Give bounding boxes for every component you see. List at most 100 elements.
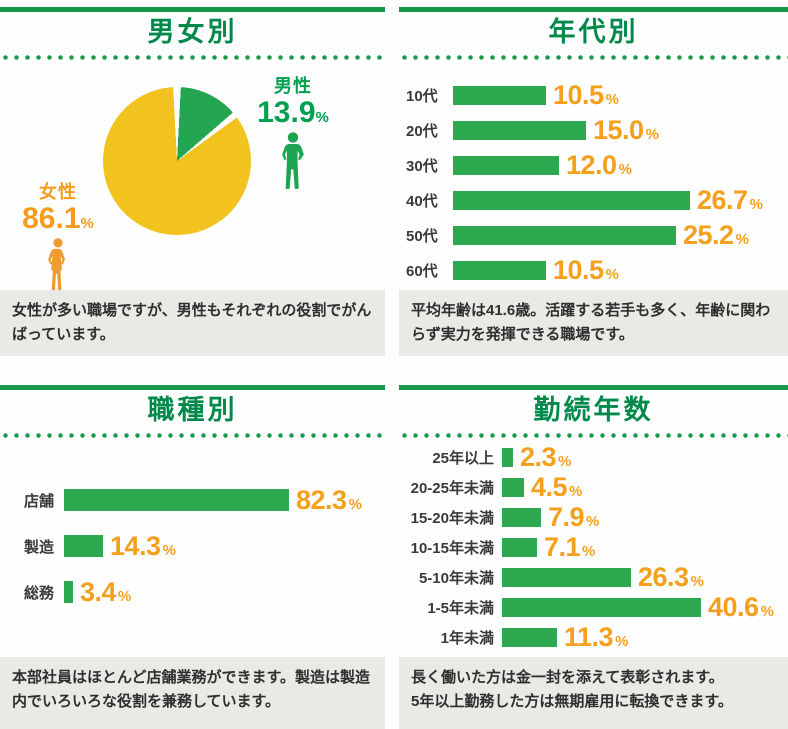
bar-value: 7.1% — [544, 532, 596, 563]
bar-value: 4.5% — [531, 472, 583, 503]
bar-category-label: 店舗 — [24, 492, 55, 510]
panel-age-note: 平均年齢は41.6歳。活躍する若手も多く、年齢に関わらず実力を発揮できる職場です… — [399, 290, 788, 356]
percent-sign: % — [118, 587, 132, 605]
bar-value: 26.7% — [697, 185, 763, 216]
panel-job-note: 本部社員はほとんど店舗業務ができます。製造は製造内でいろいろな役割を兼務していま… — [0, 657, 385, 729]
bar-value: 15.0% — [593, 115, 659, 146]
dotted-divider — [399, 54, 788, 62]
bar-value: 12.0% — [566, 150, 632, 181]
panel-job-title: 職種別 — [147, 395, 238, 425]
bar-value: 26.3% — [638, 562, 704, 593]
female-stat-group: 女性 86.1% — [10, 178, 106, 294]
dotted-divider — [399, 432, 788, 440]
panel-job: 職種別 店舗 82.3% 製造 14.3% 総務 3.4% 本部社員はほとんど店舗業務がで… — [0, 385, 385, 729]
percent-sign: % — [618, 161, 632, 179]
bar-value: 14.3% — [110, 530, 176, 561]
bar — [502, 448, 513, 468]
bar — [453, 261, 546, 281]
male-label: 男性 — [274, 76, 312, 96]
bar-category-label: 1年未満 — [440, 630, 494, 648]
bar-category-label: 10-15年未満 — [410, 540, 494, 558]
bar — [453, 86, 546, 106]
bar-row: 10-15年未満 7.1% — [399, 534, 788, 561]
gender-pie-chart — [103, 87, 251, 235]
bar-value: 10.5% — [553, 255, 619, 286]
bar-value: 2.3% — [520, 442, 572, 473]
bar-value: 40.6% — [708, 592, 774, 623]
male-stat-group: 男性 13.9% — [243, 72, 343, 190]
bar-category-label: 40代 — [406, 193, 438, 211]
bar-value: 7.9% — [548, 502, 600, 533]
bar — [502, 568, 631, 588]
percent-sign: % — [735, 231, 749, 249]
bar-category-label: 総務 — [24, 584, 55, 602]
male-person-icon — [282, 132, 304, 189]
percent-sign: % — [315, 109, 329, 126]
panel-top-border — [0, 385, 385, 390]
bar-row: 30代 12.0% — [406, 152, 788, 179]
panel-top-border — [399, 385, 788, 390]
bar — [64, 581, 73, 604]
bar-row: 15-20年未満 7.9% — [399, 504, 788, 531]
bar-row: 20代 15.0% — [406, 117, 788, 144]
bar-value: 10.5% — [553, 80, 619, 111]
bar — [64, 489, 289, 512]
bar — [502, 628, 557, 648]
percent-sign: % — [348, 495, 362, 513]
percent-sign: % — [749, 196, 763, 214]
bar-category-label: 60代 — [406, 263, 438, 281]
bar-row: 25年以上 2.3% — [399, 444, 788, 471]
bar-category-label: 製造 — [24, 538, 55, 556]
bar-value: 82.3% — [296, 484, 362, 515]
percent-sign: % — [558, 453, 572, 471]
age-bar-chart: 10代 10.5% 20代 15.0% 30代 12.0% 40代 26.7% 50代 25.2%… — [399, 82, 788, 296]
bar-row: 1-5年未満 40.6% — [399, 594, 788, 621]
panel-top-border — [0, 7, 385, 12]
bar — [453, 121, 586, 141]
female-value: 86.1% — [22, 202, 94, 235]
male-value: 13.9% — [257, 96, 329, 129]
panel-gender-note: 女性が多い職場ですが、男性もそれぞれの役割でがんばっています。 — [0, 290, 385, 356]
bar — [64, 535, 103, 558]
bar-row: 20-25年未満 4.5% — [399, 474, 788, 501]
bar-row: 製造 14.3% — [24, 530, 385, 561]
bar — [502, 598, 701, 618]
panel-age-title: 年代別 — [548, 17, 639, 47]
percent-sign: % — [582, 543, 596, 561]
percent-sign: % — [760, 603, 774, 621]
percent-sign: % — [605, 266, 619, 284]
percent-sign: % — [162, 541, 176, 559]
bar-row: 店舗 82.3% — [24, 484, 385, 515]
tenure-bar-chart: 25年以上 2.3% 20-25年未満 4.5% 15-20年未満 7.9% 10-15年未… — [399, 444, 788, 658]
bar-category-label: 20-25年未満 — [410, 480, 494, 498]
panel-top-border — [399, 7, 788, 12]
percent-sign: % — [690, 573, 704, 591]
bar-row: 5-10年未満 26.3% — [399, 564, 788, 591]
bar-category-label: 50代 — [406, 228, 438, 246]
bar — [502, 478, 524, 498]
percent-sign: % — [80, 215, 94, 232]
bar-category-label: 5-10年未満 — [418, 570, 494, 588]
bar-row: 60代 10.5% — [406, 257, 788, 284]
bar — [453, 156, 559, 176]
percent-sign: % — [605, 91, 619, 109]
bar-value: 25.2% — [683, 220, 749, 251]
panel-tenure-note: 長く働いた方は金一封を添えて表彰されます。 5年以上勤務した方は無期雇用に転換で… — [399, 657, 788, 729]
bar-category-label: 20代 — [406, 123, 438, 141]
panel-tenure-title: 勤続年数 — [533, 395, 654, 425]
bar-value: 11.3% — [564, 622, 629, 653]
bar-category-label: 15-20年未満 — [410, 510, 494, 528]
bar-row: 10代 10.5% — [406, 82, 788, 109]
bar-row: 総務 3.4% — [24, 578, 385, 605]
panel-tenure: 勤続年数 25年以上 2.3% 20-25年未満 4.5% 15-20年未満 7.9% 10… — [399, 385, 788, 729]
panel-gender: 男女別 男性 13.9% 女性 86.1% 女性が多い職場ですが、男性もそれぞれ… — [0, 0, 385, 371]
bar-row: 40代 26.7% — [406, 187, 788, 214]
bar-row: 50代 25.2% — [406, 222, 788, 249]
percent-sign: % — [645, 126, 659, 144]
percent-sign: % — [615, 633, 629, 651]
bar-category-label: 30代 — [406, 158, 438, 176]
bar — [453, 191, 690, 211]
dotted-divider — [0, 54, 385, 62]
dotted-divider — [0, 432, 385, 440]
